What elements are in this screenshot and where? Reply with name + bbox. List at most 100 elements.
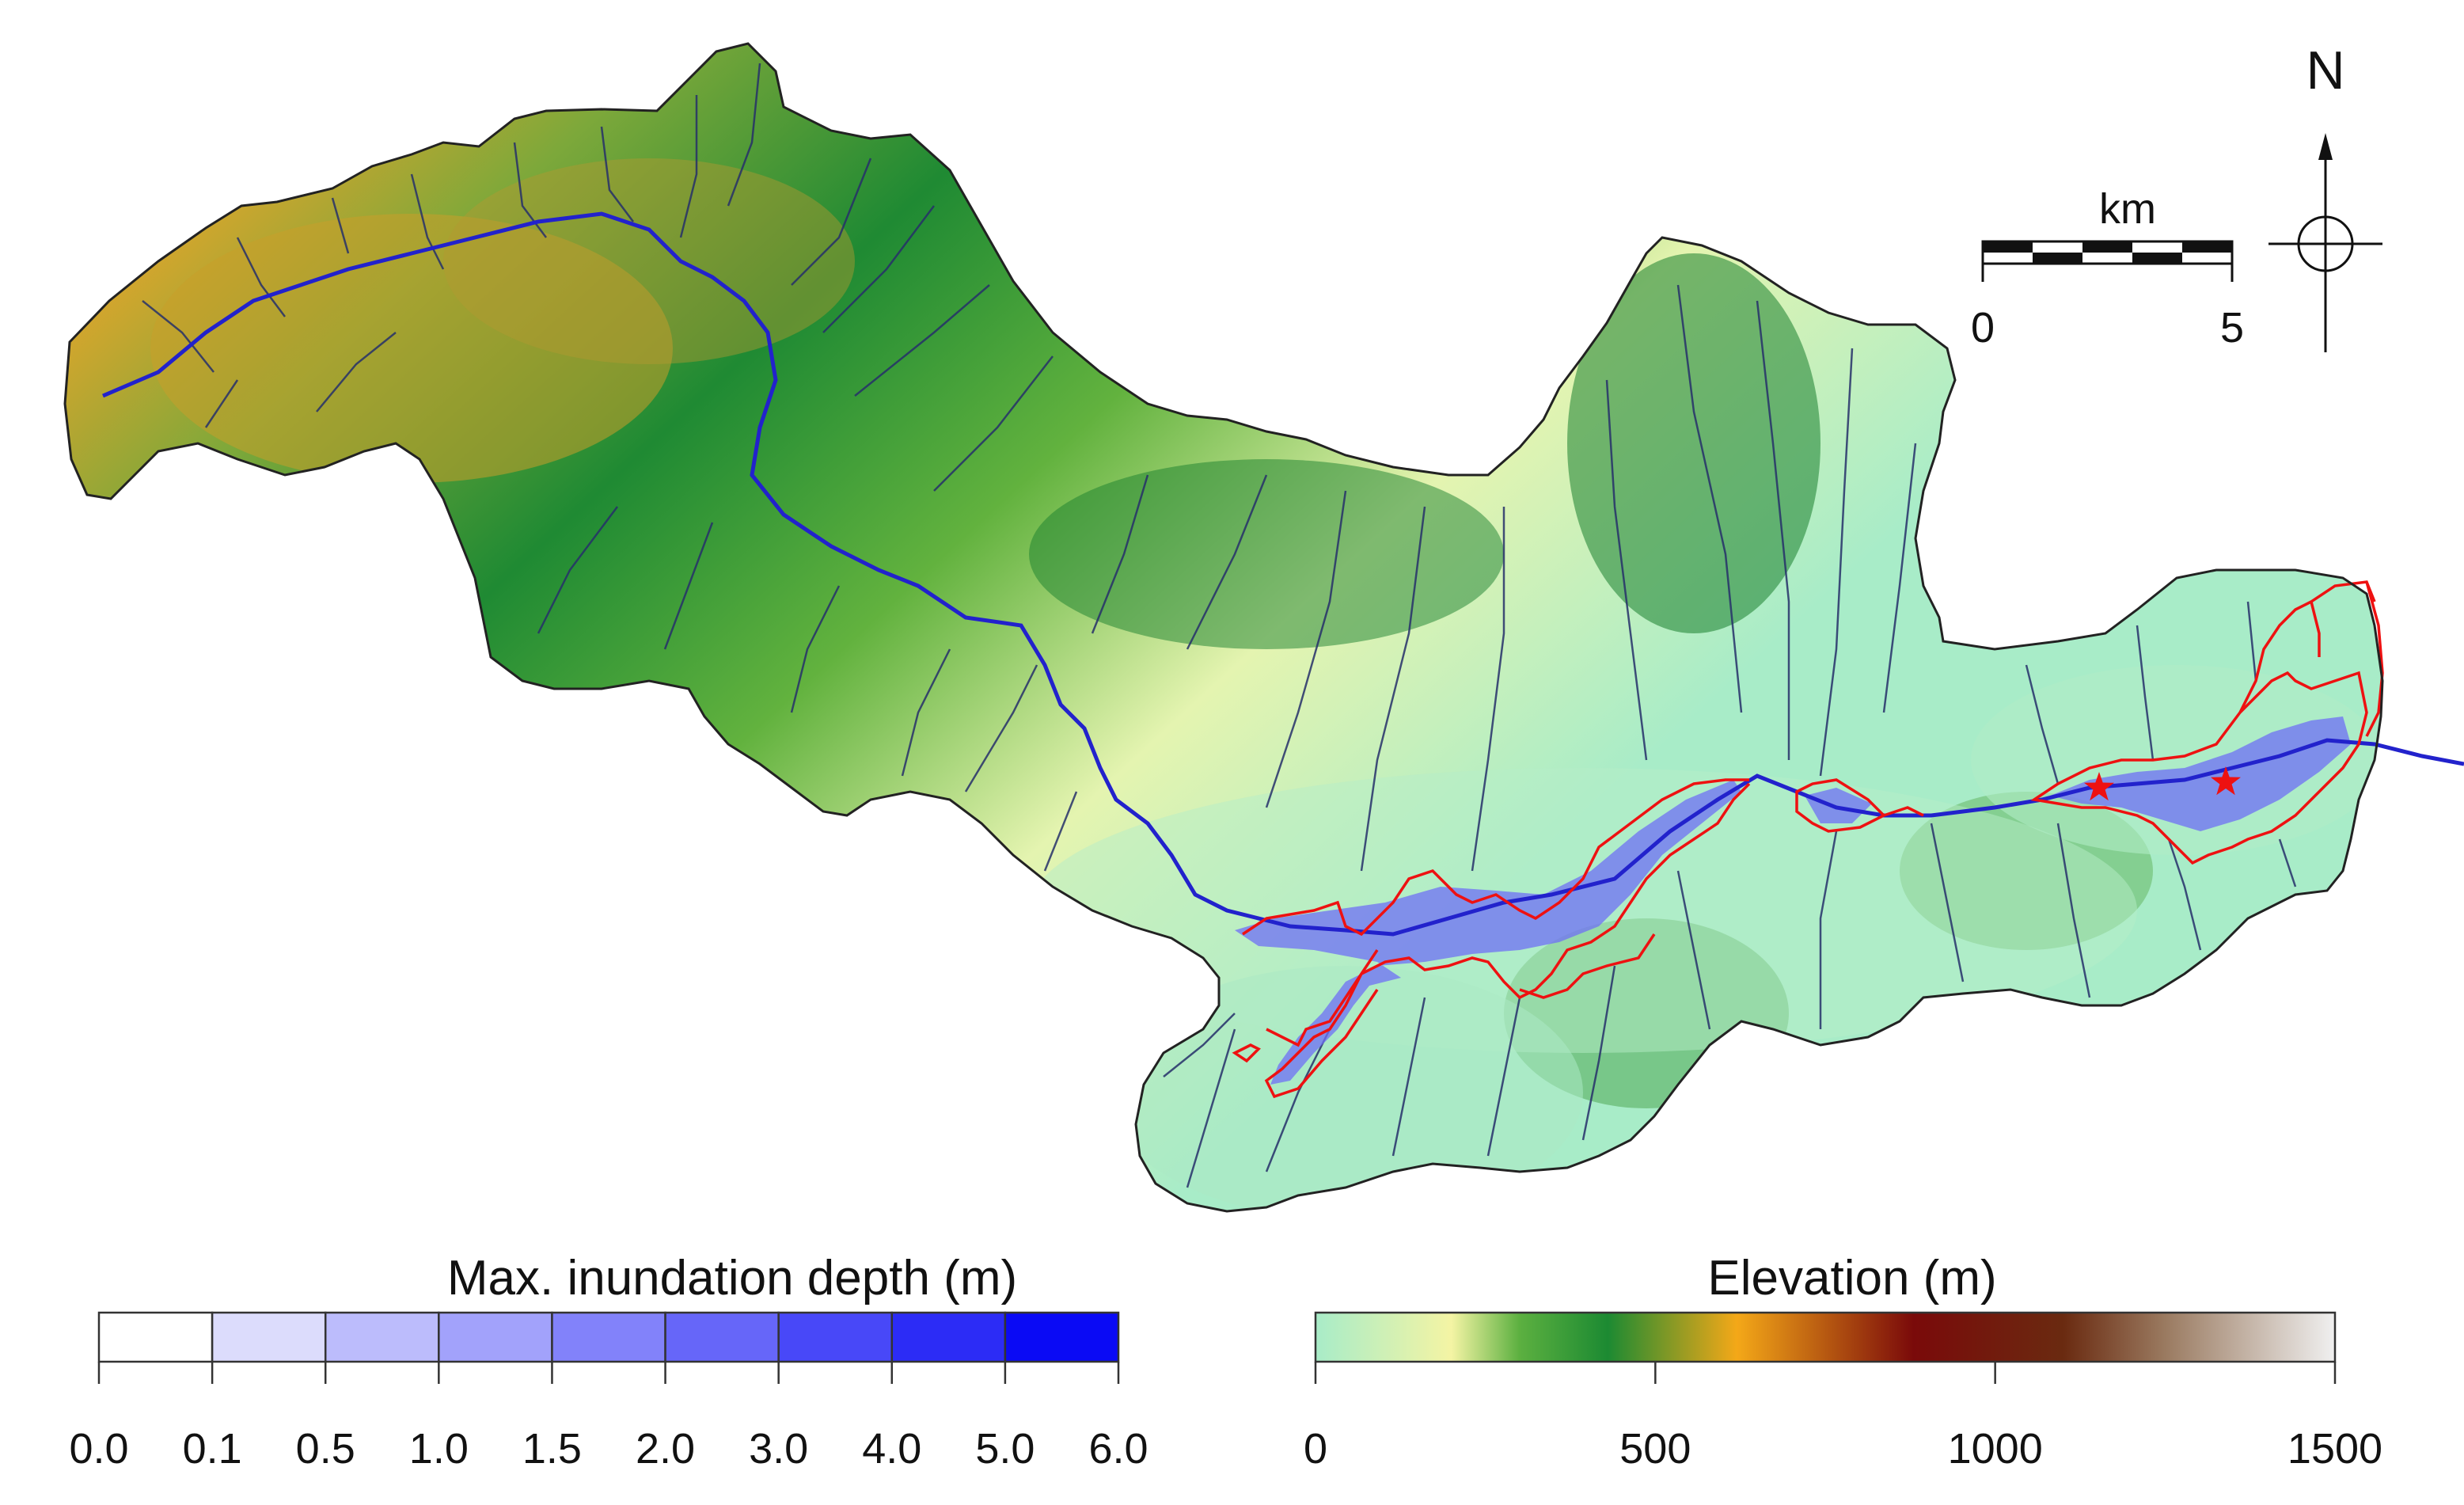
stream [1882,443,1917,713]
depth-tick-label: 2.0 [636,1425,695,1473]
scale-bar-end: 5 [2220,304,2244,352]
depth-class-swatch [438,1311,553,1363]
stream [1471,507,1505,872]
depth-tick-label: 0.5 [296,1425,355,1473]
stream [679,95,698,238]
ridge-north-west [150,214,673,483]
stream [1605,379,1648,761]
depth-legend: Max. inundation depth (m) 0.0 0.1 0.5 1.0 1.… [69,1251,1148,1473]
stream [142,300,215,373]
depth-tick-label: 4.0 [862,1425,921,1473]
depth-tick-label: 3.0 [749,1425,808,1473]
depth-class-swatch [211,1311,327,1363]
scale-bar-start: 0 [1971,304,1995,352]
stream [791,158,872,286]
stream [236,237,286,317]
stream [513,142,547,238]
stream [2056,823,2091,998]
catchment [63,42,2464,1213]
stream [204,379,239,428]
gauge-star [2084,772,2114,801]
stream [1265,1028,1331,1172]
depth-tick-label: 6.0 [1088,1425,1148,1473]
depth-class-swatch [777,1311,894,1363]
north-arrow: N [2268,40,2382,352]
stream [1163,1013,1236,1077]
scale-bar-unit: km [2099,185,2156,233]
stream [1186,1028,1236,1188]
valley-south-west [1108,966,1583,1211]
scale-bar-segment [2182,241,2232,253]
stream [1676,870,1711,1030]
elevation-tick-label: 0 [1304,1425,1327,1473]
main-river [102,211,2464,937]
stream [410,173,445,270]
scale-bar-segment [1983,241,2033,253]
elevation-tick-label: 1500 [2287,1425,2382,1473]
depth-tick-label: 1.0 [409,1425,469,1473]
stream [1819,830,1838,1029]
depth-tick-label: 1.5 [522,1425,582,1473]
stream [663,522,714,650]
stream [2136,625,2155,761]
depth-ticks: 0.0 0.1 0.5 1.0 1.5 2.0 3.0 4.0 5.0 6.0 [69,1362,1148,1473]
elevation-color-bar [1314,1311,2337,1363]
north-label: N [2306,40,2344,101]
stream [822,205,935,333]
stream [2246,601,2257,682]
stream [1091,474,1149,634]
scale-bar: km 0 5 [1971,185,2244,352]
elevation-tick-label: 1000 [1948,1425,2043,1473]
depth-class-swatch [324,1311,440,1363]
depth-color-bar [97,1311,1120,1363]
stream [1186,474,1268,650]
ridge-north-east [1567,253,1820,633]
stream [316,332,397,412]
catchment-boundary [63,42,2384,1213]
depth-tick-label: 0.1 [183,1425,242,1473]
elevation-ticks: 0 500 1000 1500 [1304,1362,2382,1473]
stream [1581,965,1616,1141]
depth-legend-title: Max. inundation depth (m) [447,1251,1017,1305]
stream [1930,823,1965,982]
scale-bar-segment [2082,241,2132,253]
depth-class-swatch [97,1311,214,1363]
stream [964,664,1038,792]
stream [2278,838,2297,887]
scale-bar-segment [2033,253,2082,264]
stream [1756,300,1790,760]
stream [1819,348,1854,777]
ridge-upper [443,158,855,364]
elevation-legend-title: Elevation (m) [1707,1251,1996,1305]
stream [1265,490,1347,808]
stream [1360,506,1426,872]
depth-class-swatch [1004,1311,1120,1363]
stream [2025,664,2060,785]
stream [537,506,618,634]
depth-class-swatch [890,1311,1007,1363]
stream [331,197,350,254]
scale-bar-segment [2132,253,2182,264]
terrain-relief [142,63,2382,1211]
stream [1676,284,1743,713]
elevation-tick-label: 500 [1619,1425,1691,1473]
depth-tick-label: 5.0 [975,1425,1035,1473]
stream [1043,791,1078,872]
stream [600,126,634,222]
stream [790,585,841,713]
north-arrow-head [2318,133,2333,160]
gauge-star [2211,766,2241,796]
stream [1391,997,1426,1157]
stream [1486,997,1521,1157]
stream [901,648,951,777]
depth-class-swatch [664,1311,780,1363]
north-arrow-ring [2297,215,2354,272]
depth-class-swatch [551,1311,666,1363]
stream [933,355,1054,492]
elevation-legend: Elevation (m) 0 500 1000 1500 [1304,1251,2382,1473]
depth-tick-label: 0.0 [69,1425,128,1473]
ridge-central [1029,459,1504,649]
inundation-extent [1235,716,2351,1085]
stream [854,284,990,397]
